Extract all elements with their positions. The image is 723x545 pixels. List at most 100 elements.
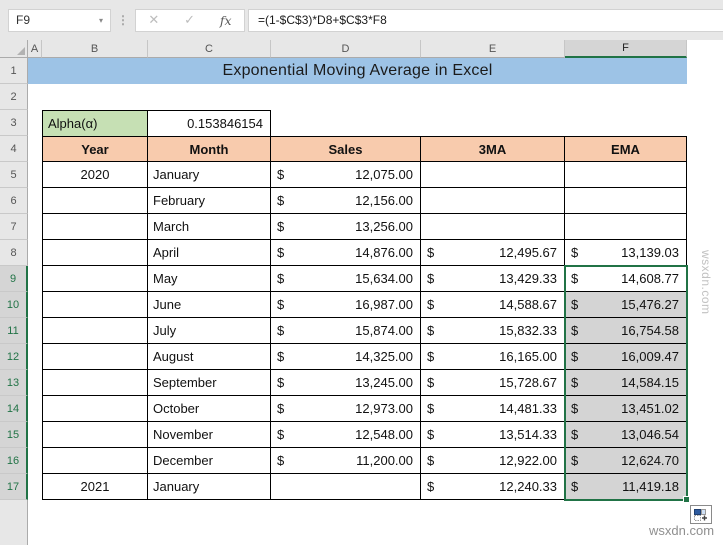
cell-E6[interactable]: [421, 188, 565, 214]
formula-input[interactable]: =(1-$C$3)*D8+$C$3*F8: [248, 8, 723, 32]
cell-A14[interactable]: [28, 396, 42, 422]
cell-E9[interactable]: $13,429.33: [421, 266, 565, 292]
cell-C7[interactable]: March: [148, 214, 271, 240]
cell-C15[interactable]: November: [148, 422, 271, 448]
cell-D5[interactable]: $12,075.00: [271, 162, 421, 188]
cell-B10[interactable]: [42, 292, 148, 318]
insert-function-icon[interactable]: fx: [219, 12, 232, 28]
cell-C11[interactable]: July: [148, 318, 271, 344]
row-header-12[interactable]: 12: [0, 344, 28, 370]
cell-E12[interactable]: $16,165.00: [421, 344, 565, 370]
cell-F14[interactable]: $13,451.02: [565, 396, 687, 422]
column-header-C[interactable]: C: [148, 40, 271, 58]
cell-D7[interactable]: $13,256.00: [271, 214, 421, 240]
cell-F9[interactable]: $14,608.77: [565, 266, 687, 292]
cell-B11[interactable]: [42, 318, 148, 344]
cell-C17[interactable]: January: [148, 474, 271, 500]
fill-handle[interactable]: [683, 496, 690, 503]
cell-F12[interactable]: $16,009.47: [565, 344, 687, 370]
enter-icon[interactable]: ✓: [184, 12, 196, 27]
cell-C8[interactable]: April: [148, 240, 271, 266]
cell-F15[interactable]: $13,046.54: [565, 422, 687, 448]
cell-A16[interactable]: [28, 448, 42, 474]
row-header-13[interactable]: 13: [0, 370, 28, 396]
cell-D12[interactable]: $14,325.00: [271, 344, 421, 370]
cell-C16[interactable]: December: [148, 448, 271, 474]
select-all-button[interactable]: [0, 40, 28, 58]
row-header-16[interactable]: 16: [0, 448, 28, 474]
cell-D17[interactable]: [271, 474, 421, 500]
cell-D4-header-sales[interactable]: Sales: [271, 136, 421, 162]
row-header-3[interactable]: 3: [0, 110, 28, 136]
cell-D9[interactable]: $15,634.00: [271, 266, 421, 292]
cell-A11[interactable]: [28, 318, 42, 344]
cell-A15[interactable]: [28, 422, 42, 448]
cell-B4-header-year[interactable]: Year: [42, 136, 148, 162]
cell-A4[interactable]: [28, 136, 42, 162]
cell-C6[interactable]: February: [148, 188, 271, 214]
cell-E10[interactable]: $14,588.67: [421, 292, 565, 318]
cell-D6[interactable]: $12,156.00: [271, 188, 421, 214]
cell-C9[interactable]: May: [148, 266, 271, 292]
cell-B8[interactable]: [42, 240, 148, 266]
row-header-7[interactable]: 7: [0, 214, 28, 240]
row-header-8[interactable]: 8: [0, 240, 28, 266]
cell-B5[interactable]: 2020: [42, 162, 148, 188]
cell-F7[interactable]: [565, 214, 687, 240]
cell-F16[interactable]: $12,624.70: [565, 448, 687, 474]
cell-A13[interactable]: [28, 370, 42, 396]
cell-C13[interactable]: September: [148, 370, 271, 396]
cell-A6[interactable]: [28, 188, 42, 214]
cell-E8[interactable]: $12,495.67: [421, 240, 565, 266]
cell-D10[interactable]: $16,987.00: [271, 292, 421, 318]
cell-B14[interactable]: [42, 396, 148, 422]
row-header-14[interactable]: 14: [0, 396, 28, 422]
column-header-D[interactable]: D: [271, 40, 421, 58]
cell-B6[interactable]: [42, 188, 148, 214]
cell-A9[interactable]: [28, 266, 42, 292]
cell-F11[interactable]: $16,754.58: [565, 318, 687, 344]
cancel-icon[interactable]: ✕: [148, 12, 160, 27]
cell-F8[interactable]: $13,139.03: [565, 240, 687, 266]
cell-F5[interactable]: [565, 162, 687, 188]
row-header-17[interactable]: 17: [0, 474, 28, 500]
cell-C10[interactable]: June: [148, 292, 271, 318]
row-header-6[interactable]: 6: [0, 188, 28, 214]
autofill-options-button[interactable]: [690, 505, 712, 524]
cell-A7[interactable]: [28, 214, 42, 240]
row-header-5[interactable]: 5: [0, 162, 28, 188]
cell-E11[interactable]: $15,832.33: [421, 318, 565, 344]
cell-D11[interactable]: $15,874.00: [271, 318, 421, 344]
cell-A5[interactable]: [28, 162, 42, 188]
cell-B16[interactable]: [42, 448, 148, 474]
chevron-down-icon[interactable]: ▾: [98, 15, 103, 25]
cell-E5[interactable]: [421, 162, 565, 188]
cell-D13[interactable]: $13,245.00: [271, 370, 421, 396]
row-header-10[interactable]: 10: [0, 292, 28, 318]
cell-A3[interactable]: [28, 110, 42, 136]
cell-A17[interactable]: [28, 474, 42, 500]
column-header-F[interactable]: F: [565, 40, 687, 58]
name-box[interactable]: F9 ▾: [8, 8, 111, 32]
cell-C12[interactable]: August: [148, 344, 271, 370]
cell-B17[interactable]: 2021: [42, 474, 148, 500]
row-header-9[interactable]: 9: [0, 266, 28, 292]
cell-D14[interactable]: $12,973.00: [271, 396, 421, 422]
column-header-A[interactable]: A: [28, 40, 42, 58]
column-header-E[interactable]: E: [421, 40, 565, 58]
cell-E4-header-3ma[interactable]: 3MA: [421, 136, 565, 162]
row-header-4[interactable]: 4: [0, 136, 28, 162]
cell-B13[interactable]: [42, 370, 148, 396]
cell-C4-header-month[interactable]: Month: [148, 136, 271, 162]
cell-E7[interactable]: [421, 214, 565, 240]
cell-A12[interactable]: [28, 344, 42, 370]
row-header-11[interactable]: 11: [0, 318, 28, 344]
cell-D15[interactable]: $12,548.00: [271, 422, 421, 448]
cell-B15[interactable]: [42, 422, 148, 448]
cell-B9[interactable]: [42, 266, 148, 292]
cell-D8[interactable]: $14,876.00: [271, 240, 421, 266]
cell-A8[interactable]: [28, 240, 42, 266]
cell-D16[interactable]: $11,200.00: [271, 448, 421, 474]
cell-E16[interactable]: $12,922.00: [421, 448, 565, 474]
cell-B12[interactable]: [42, 344, 148, 370]
